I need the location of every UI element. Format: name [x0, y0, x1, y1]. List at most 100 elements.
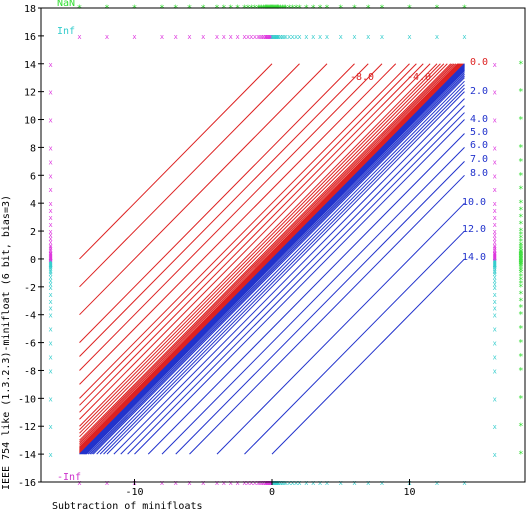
positive-difference-contour [81, 66, 465, 455]
special-value-mark: x [49, 89, 53, 97]
special-value-mark: x [276, 479, 280, 487]
special-value-mark: x [294, 479, 298, 487]
special-value-mark: x [278, 33, 282, 41]
special-value-mark: * [518, 206, 523, 216]
special-value-mark: x [49, 262, 53, 270]
special-value-mark: x [49, 277, 53, 285]
special-value-mark: x [201, 33, 205, 41]
special-value-mark: x [493, 172, 497, 180]
special-value-mark: * [518, 339, 523, 349]
special-value-mark: x [435, 33, 439, 41]
special-value-mark: x [277, 479, 281, 487]
special-value-mark: x [229, 33, 233, 41]
contour-value-label: 10.0 [462, 197, 486, 208]
y-tick-label: 4 [30, 199, 36, 210]
special-value-mark: x [49, 250, 53, 258]
special-value-mark: x [274, 479, 278, 487]
plot-frame [40, 7, 526, 483]
special-value-mark: * [518, 213, 523, 223]
positive-difference-contour [120, 105, 465, 455]
special-value-mark: * [518, 227, 523, 237]
positive-difference-contour [80, 64, 465, 455]
special-value-mark: x [366, 479, 370, 487]
y-tick-label: 12 [24, 88, 36, 99]
negative-difference-contour [79, 63, 464, 454]
special-value-mark: x [265, 479, 269, 487]
special-value-mark: x [275, 33, 279, 41]
special-value-mark: x [266, 33, 270, 41]
special-value-mark: x [49, 232, 53, 240]
y-tick-label: 2 [30, 227, 36, 238]
special-value-mark: * [214, 4, 219, 14]
special-value-mark: x [49, 253, 53, 261]
negative-difference-contour [79, 63, 410, 399]
special-value-mark: x [187, 479, 191, 487]
special-value-mark: x [49, 268, 53, 276]
special-value-mark: * [379, 4, 384, 14]
special-value-mark: x [187, 33, 191, 41]
negative-difference-contour [79, 63, 424, 413]
special-value-mark: x [222, 479, 226, 487]
special-value-mark: x [297, 33, 301, 41]
negative-difference-contour [79, 63, 460, 450]
special-value-mark: * [434, 4, 439, 14]
special-value-mark: x [493, 273, 497, 281]
special-value-mark: x [493, 277, 497, 285]
special-value-mark: x [493, 251, 497, 259]
contour-value-label: -8.0 [350, 72, 374, 83]
special-value-mark: * [518, 116, 523, 126]
special-value-mark: * [274, 4, 279, 14]
special-value-mark: * [297, 4, 302, 14]
special-value-mark: x [493, 61, 497, 69]
special-value-mark: * [77, 4, 82, 14]
special-value-mark: * [274, 4, 279, 14]
special-value-mark: x [261, 33, 265, 41]
special-value-mark: x [493, 367, 497, 375]
special-value-mark: x [311, 33, 315, 41]
special-value-mark: x [264, 33, 268, 41]
negative-difference-contour [79, 63, 441, 431]
special-value-mark: x [256, 479, 260, 487]
special-value-mark: * [221, 4, 226, 14]
special-value-mark: x [49, 259, 53, 267]
special-value-mark: * [280, 4, 285, 14]
special-value-mark: * [286, 4, 291, 14]
special-value-mark: x [49, 256, 53, 264]
special-value-mark: x [49, 245, 53, 253]
special-value-mark: x [325, 33, 329, 41]
special-value-mark: * [311, 4, 316, 14]
special-value-mark: * [518, 258, 523, 268]
special-value-mark: x [493, 257, 497, 265]
nan-label: NaN [57, 0, 75, 9]
special-value-mark: x [493, 89, 497, 97]
special-value-mark: x [271, 479, 275, 487]
y-tick-label: -16 [18, 478, 36, 489]
special-value-mark: * [304, 4, 309, 14]
special-value-mark: * [518, 276, 523, 286]
special-value-mark: x [49, 252, 53, 260]
special-value-mark: * [271, 4, 276, 14]
negative-difference-contour [79, 63, 453, 443]
special-value-mark: x [266, 33, 270, 41]
special-value-mark: x [493, 232, 497, 240]
special-value-mark: * [518, 353, 523, 363]
negative-difference-contour [79, 63, 438, 427]
special-value-mark: x [229, 479, 233, 487]
special-value-mark: x [49, 305, 53, 313]
negative-difference-contour [79, 63, 328, 316]
contour-value-label: 8.0 [470, 168, 488, 179]
special-value-mark: x [49, 298, 53, 306]
negative-difference-contour [79, 63, 455, 445]
special-value-mark: x [49, 228, 53, 236]
special-value-mark: x [462, 479, 466, 487]
negative-difference-contour [79, 63, 462, 451]
special-value-mark: x [49, 207, 53, 215]
negative-difference-contour [79, 63, 417, 406]
special-value-mark: * [518, 254, 523, 264]
special-value-mark: * [518, 325, 523, 335]
special-value-mark: * [281, 4, 286, 14]
special-value-mark: * [266, 4, 271, 14]
special-value-mark: * [518, 252, 523, 262]
y-tick-label: 0 [30, 255, 36, 266]
